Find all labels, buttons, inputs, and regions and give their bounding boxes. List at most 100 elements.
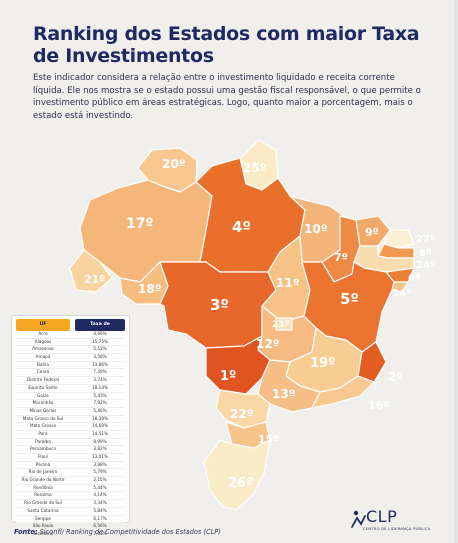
rate-value-cell: 5,79% xyxy=(93,469,107,475)
table-row: Maranhão 7,92% xyxy=(16,400,125,408)
table-row: Amapá 3,56% xyxy=(16,354,125,362)
rank-label-ro: 18º xyxy=(138,282,162,296)
rate-value-cell: 3,82% xyxy=(93,446,107,452)
table-row: Alagoas 15,75% xyxy=(16,339,125,347)
rate-value-cell: 14,69% xyxy=(92,423,108,429)
rank-label-ma: 10º xyxy=(304,222,328,236)
table-header: UF Taxa de Investimentos xyxy=(16,319,125,339)
rank-label-es: 2º xyxy=(388,370,403,384)
table-row: Espírito Santo 18,14% xyxy=(16,385,125,393)
table-row: Pará 14,51% xyxy=(16,431,125,439)
state-name-cell: Paraná xyxy=(35,461,51,467)
state-name-cell: Paraíba xyxy=(35,438,51,444)
state-name-cell: Bahia xyxy=(37,361,49,367)
rate-value-cell: 5,44% xyxy=(93,484,107,490)
rate-value-cell: 7,49% xyxy=(93,369,107,375)
state-name-cell: Tocantins xyxy=(33,530,53,536)
rank-label-al: 6º xyxy=(408,273,421,284)
state-name-cell: Ceará xyxy=(36,369,50,375)
rate-value-cell: 13,86% xyxy=(92,361,108,367)
rate-value-cell: 4,66% xyxy=(93,331,107,336)
state-rn xyxy=(383,229,415,249)
table-row: Amazonas 5,53% xyxy=(16,346,125,355)
rank-label-ap: 25º xyxy=(243,161,267,175)
rate-value-cell: 7,01% xyxy=(93,530,107,536)
rank-label-rs: 26º xyxy=(228,476,253,491)
clp-logo-subtitle: CENTRO DE LIDERANÇA PÚBLICA xyxy=(363,527,431,531)
state-name-cell: Piauí xyxy=(38,454,48,459)
table-row: Ceará 7,49% xyxy=(16,369,125,378)
rate-value-cell: 3,98% xyxy=(93,461,107,467)
state-name-cell: São Paulo xyxy=(32,523,54,529)
rate-value-cell: 7,92% xyxy=(93,400,107,406)
column-header-uf: UF xyxy=(16,319,70,331)
clp-logo-text: CLP xyxy=(366,507,398,526)
state-name-cell: Alagoas xyxy=(34,338,52,344)
table-row: Tocantins 7,01% xyxy=(16,531,125,539)
rank-label-sc: 15º xyxy=(258,433,280,446)
state-ce xyxy=(355,215,391,247)
state-name-cell: Minas Gerais xyxy=(29,407,57,413)
state-name-cell: Amapá xyxy=(35,354,51,360)
rank-label-rj: 16º xyxy=(368,399,390,412)
table-row: Acre 4,66% xyxy=(16,331,125,339)
rate-value-cell: 4,14% xyxy=(93,492,107,498)
rank-label-ba: 5º xyxy=(340,290,359,308)
rate-value-cell: 8,99% xyxy=(93,438,107,444)
rate-value-cell: 6,17% xyxy=(93,515,107,521)
table-row: São Paulo 6,56% xyxy=(16,523,125,531)
state-name-cell: Amazonas xyxy=(32,346,54,352)
rank-label-rn: 27º xyxy=(416,234,436,245)
table-row: Piauí 13,01% xyxy=(16,454,125,462)
state-ba xyxy=(301,261,395,353)
state-name-cell: Santa Catarina xyxy=(27,507,59,513)
table-row: Rio de Janeiro 5,79% xyxy=(16,469,125,478)
table-row: Goiás 5,43% xyxy=(16,393,125,401)
table-row: Mato Grosso do Sul 18,39% xyxy=(16,416,125,424)
state-name-cell: Rio Grande do Sul xyxy=(24,500,62,506)
column-header-rate: Taxa de Investimentos xyxy=(75,319,125,339)
rank-label-mt: 3º xyxy=(210,296,229,314)
state-rj xyxy=(311,375,375,409)
rank-label-go: 12º xyxy=(256,337,280,351)
state-name-cell: Goiás xyxy=(37,392,49,398)
state-name-cell: Mato Grosso do Sul xyxy=(22,415,64,421)
table-row: Bahia 13,86% xyxy=(16,362,125,370)
state-ac xyxy=(69,249,113,293)
table-row: Paraná 3,98% xyxy=(16,462,125,470)
rate-value-cell: 5,84% xyxy=(93,507,107,513)
rate-value-cell: 14,51% xyxy=(92,430,108,436)
state-name-cell: Rio de Janeiro xyxy=(28,469,58,475)
rank-label-rr: 20º xyxy=(162,157,186,171)
table-row: Rio Grande do Sul 3,34% xyxy=(16,500,125,508)
table-row: Rondônia 5,44% xyxy=(16,485,125,493)
source-label: Fonte: xyxy=(14,528,38,536)
rank-label-mg: 19º xyxy=(310,356,335,371)
clp-logo-icon xyxy=(351,510,366,528)
rank-label-pe: 24º xyxy=(416,260,436,271)
state-name-cell: Distrito Federal xyxy=(26,377,60,383)
rank-label-to: 11º xyxy=(276,276,300,290)
source-text: Siconfi/ Ranking de Competitividade dos … xyxy=(39,528,221,536)
page-description: Este indicador considera a relação entre… xyxy=(33,73,421,121)
table-row: Mato Grosso 14,69% xyxy=(16,423,125,431)
state-name-cell: Pará xyxy=(38,430,48,436)
rank-label-pr: 22º xyxy=(230,407,254,421)
state-name-cell: Sergipe xyxy=(35,515,51,521)
page-title: Ranking dos Estados com maior Taxa de In… xyxy=(33,23,420,67)
table-body: Acre 4,66% Alagoas 15,75% Amazonas 5,53% Amapá… xyxy=(16,331,125,539)
state-name-cell: Rondônia xyxy=(33,484,53,490)
state-name-cell: Roraima xyxy=(34,492,52,498)
rate-value-cell: 18,39% xyxy=(92,415,108,421)
state-df xyxy=(275,317,293,331)
state-name-cell: Mato Grosso xyxy=(29,423,57,429)
rate-value-cell: 3,56% xyxy=(93,354,107,360)
state-name-cell: Acre xyxy=(38,331,48,336)
table-row: Paraíba 8,99% xyxy=(16,439,125,447)
table-row: Rio Grande do Norte 2,15% xyxy=(16,477,125,485)
table-row: Santa Catarina 5,84% xyxy=(16,508,125,516)
state-es xyxy=(357,341,387,383)
table-row: Pernambuco 3,82% xyxy=(16,446,125,454)
